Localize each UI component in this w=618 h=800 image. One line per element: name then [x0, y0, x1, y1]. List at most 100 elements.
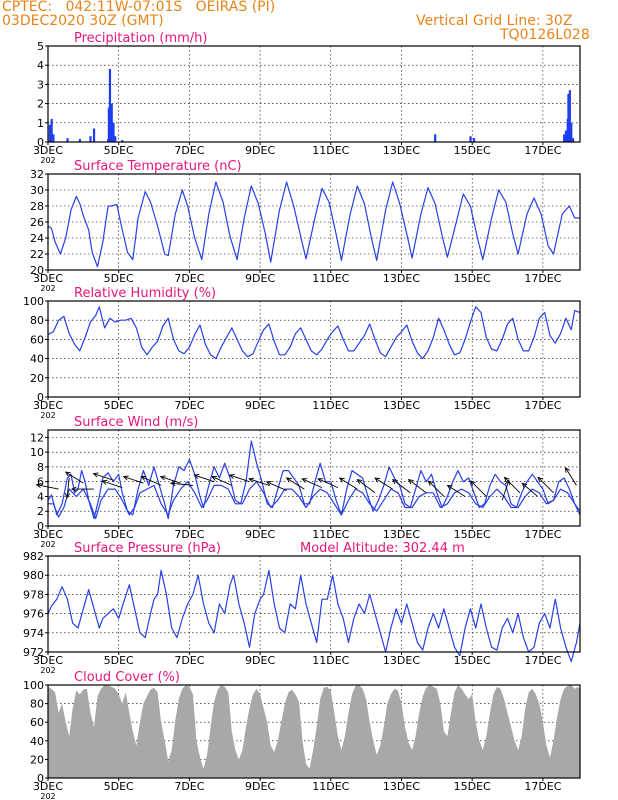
precip-bar [570, 122, 573, 142]
x-tick-label: 13DEC [383, 528, 420, 541]
x-tick-label: 17DEC [524, 272, 561, 285]
wind-arrow [374, 477, 393, 490]
x-tick-label: 15DEC [454, 144, 491, 157]
y-tick-label: 22 [30, 248, 44, 261]
precip-bar [108, 69, 112, 142]
x-tick-label: 15DEC [454, 654, 491, 667]
precip-bar [571, 138, 575, 142]
x-tick-label: 13DEC [383, 144, 420, 157]
y-tick-label: 20 [30, 753, 44, 766]
x-tick-label: 15DEC [454, 780, 491, 793]
wind-arrow [357, 479, 376, 494]
precip-bar [112, 122, 115, 142]
grid-note: Vertical Grid Line: 30Z [416, 13, 573, 29]
wind-line-1 [47, 440, 581, 520]
x-tick-label: 11DEC [312, 528, 349, 541]
run-date-header: 03DEC2020 30Z (GMT) [2, 13, 164, 29]
x-tick-label: 3DEC [33, 272, 63, 285]
x-tick-label: 5DEC [104, 144, 134, 157]
year-label: 202 [40, 156, 55, 165]
wind-arrow-head [521, 482, 528, 489]
precip-bar [92, 128, 96, 142]
y-tick-label: 5 [37, 40, 44, 53]
wind-arrow-head [193, 474, 200, 479]
y-tick-label: 978 [23, 588, 44, 601]
x-tick-label: 3DEC [33, 399, 63, 412]
wind-arrow-head [356, 478, 363, 485]
x-tick-label: 7DEC [174, 144, 204, 157]
y-tick-label: 2 [37, 98, 44, 111]
y-tick-label: 4 [37, 59, 44, 72]
precip-bar [89, 136, 92, 142]
precip-bar [434, 134, 437, 142]
panel-frame [47, 45, 581, 143]
y-tick-label: 12 [30, 431, 44, 444]
x-tick-label: 11DEC [312, 654, 349, 667]
wind-arrow [65, 471, 84, 484]
year-label: 202 [40, 411, 55, 420]
wind-arrow-head [64, 492, 71, 499]
x-tick-label: 17DEC [524, 399, 561, 412]
x-tick-label: 3DEC [33, 528, 63, 541]
wind-arrow-head [92, 472, 99, 478]
model-code: TQ0126L028 [500, 27, 590, 43]
wind-arrow-head [503, 476, 510, 483]
panel-humidity: 0 20 40 60 80 100 3DEC 5DEC 7DEC 9DEC 11DEC 13DEC 15… [23, 286, 581, 420]
wind-arrow-head [505, 479, 510, 486]
y-tick-label: 8 [37, 461, 44, 474]
x-tick-label: 5DEC [104, 654, 134, 667]
wind-arrow [160, 476, 181, 484]
panel-frame [47, 555, 581, 653]
x-tick-label: 5DEC [104, 272, 134, 285]
panel-frame [47, 300, 581, 398]
y-tick-label: 0 [37, 520, 44, 533]
x-tick-label: 9DEC [245, 272, 275, 285]
precip-bar [52, 134, 55, 142]
y-tick-label: 28 [30, 200, 44, 213]
wind-arrow [211, 476, 232, 486]
wind-arrow [565, 467, 577, 486]
wind-arrow [170, 482, 193, 486]
y-tick-label: 980 [23, 569, 44, 582]
panel-cloud-cover: 0 20 40 60 80 100 3DEC 5DEC 7DEC 9DEC 11DEC 13DEC 15… [23, 670, 581, 800]
x-tick-label: 9DEC [245, 399, 275, 412]
wind-arrow [408, 479, 427, 494]
precip-bar [567, 94, 570, 142]
wind-arrow-head [470, 480, 476, 486]
wind-arrow [317, 478, 339, 489]
y-tick-label: 40 [30, 735, 44, 748]
wind-arrow-head [211, 475, 218, 481]
y-tick-label: 32 [30, 168, 44, 181]
y-tick-label: 974 [23, 627, 44, 640]
precip-bar [564, 130, 568, 142]
y-tick-label: 972 [23, 646, 44, 659]
x-tick-label: 17DEC [524, 780, 561, 793]
wind-arrow [141, 476, 162, 486]
x-tick-label: 7DEC [174, 272, 204, 285]
precip-bar [121, 140, 124, 142]
x-tick-label: 11DEC [312, 780, 349, 793]
x-tick-label: 15DEC [454, 272, 491, 285]
humidity-line-1 [47, 306, 581, 360]
x-tick-label: 3DEC [33, 780, 63, 793]
y-tick-label: 100 [23, 679, 44, 692]
y-tick-label: 3 [37, 78, 44, 91]
wind-arrow [194, 474, 215, 483]
x-tick-label: 15DEC [454, 528, 491, 541]
y-tick-label: 100 [23, 295, 44, 308]
y-tick-label: 6 [37, 476, 44, 489]
wind-arrow [286, 477, 305, 490]
precip-bar [114, 136, 117, 142]
panel-pressure: 972 974 976 978 980 982 3DEC 5DEC 7DEC 9DEC 11DEC 1… [23, 541, 581, 675]
x-tick-label: 3DEC [33, 144, 63, 157]
x-tick-label: 11DEC [312, 399, 349, 412]
y-tick-label: 1 [37, 117, 44, 130]
wind-arrow-head [35, 482, 42, 489]
x-tick-label: 17DEC [524, 144, 561, 157]
wind-arrow-head [391, 478, 398, 485]
wind-arrow-head [248, 477, 255, 483]
x-tick-label: 9DEC [245, 144, 275, 157]
x-tick-label: 7DEC [174, 399, 204, 412]
y-tick-label: 20 [30, 372, 44, 385]
